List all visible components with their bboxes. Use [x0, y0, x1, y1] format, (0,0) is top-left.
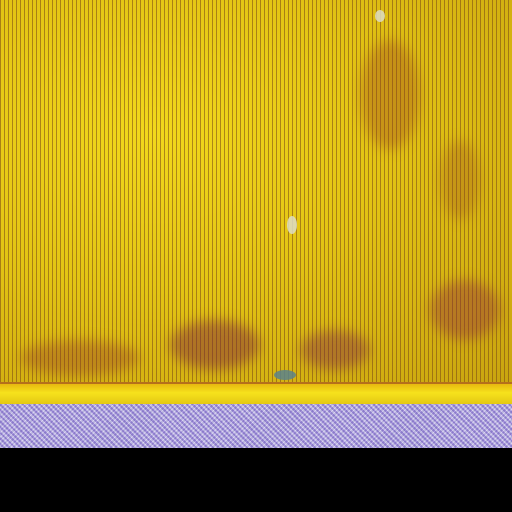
- debris-speck: [274, 370, 296, 380]
- stain: [170, 320, 260, 370]
- black-letterbox-bar: [0, 448, 512, 512]
- stain: [430, 280, 500, 340]
- granular-substrate: [0, 404, 512, 448]
- stain: [20, 340, 140, 376]
- stain: [300, 330, 370, 370]
- stain: [360, 40, 420, 150]
- yellow-ribbed-surface: [0, 0, 512, 382]
- debris-speck: [287, 216, 297, 234]
- bright-edge-strip: [0, 382, 512, 406]
- stain: [440, 140, 480, 220]
- debris-speck: [375, 10, 385, 22]
